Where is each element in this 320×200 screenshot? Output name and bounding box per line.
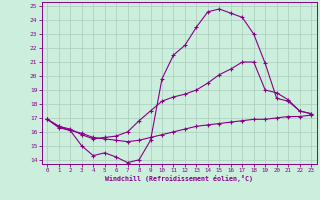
X-axis label: Windchill (Refroidissement éolien,°C): Windchill (Refroidissement éolien,°C)	[105, 175, 253, 182]
